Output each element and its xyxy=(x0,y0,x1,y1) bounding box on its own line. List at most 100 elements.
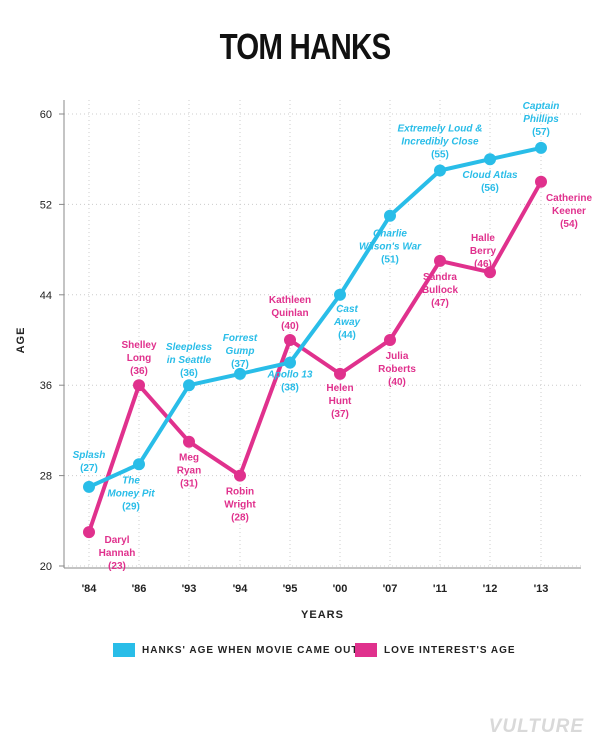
hanks-point-6 xyxy=(384,209,396,222)
love-point-1 xyxy=(133,379,145,392)
hanks-data-label-4-line-1: (38) xyxy=(281,383,299,394)
hanks-point-7 xyxy=(434,164,446,177)
love-data-label-1-line-0: Shelley xyxy=(121,340,156,351)
hanks-data-label-6-line-2: (51) xyxy=(381,255,399,266)
love-data-label-8-line-2: (46) xyxy=(474,259,492,270)
legend-label-love: LOVE INTEREST'S AGE xyxy=(384,644,516,656)
love-data-label-1: Shelley Long (36) xyxy=(121,340,156,377)
love-point-3 xyxy=(234,469,246,482)
chart-title: TOM HANKS xyxy=(219,26,392,67)
hanks-data-label-3-line-1: Gump xyxy=(226,346,255,357)
hanks-data-label-9-line-0: Captain xyxy=(523,101,560,112)
hanks-point-9 xyxy=(535,141,547,154)
love-data-label-9-line-1: Keener xyxy=(552,206,586,217)
legend-swatch-love xyxy=(355,643,377,657)
love-data-label-7-line-1: Bullock xyxy=(422,285,459,296)
love-data-label-0-line-2: (23) xyxy=(108,561,126,572)
love-data-label-2-line-2: (31) xyxy=(180,479,198,490)
hanks-data-label-8: Cloud Atlas (56) xyxy=(462,170,518,194)
hanks-data-label-2-line-2: (36) xyxy=(180,368,198,379)
x-tick-label-1: '86 xyxy=(132,583,147,595)
hanks-data-label-9: Captain Phillips (57) xyxy=(523,101,560,138)
love-point-2 xyxy=(183,435,195,448)
hanks-data-label-1-line-0: The xyxy=(122,475,140,486)
love-data-label-0-line-1: Hannah xyxy=(99,548,136,559)
love-data-label-9-line-2: (54) xyxy=(560,219,578,230)
hanks-point-8 xyxy=(484,153,496,166)
hanks-series-line xyxy=(88,145,542,489)
x-tick-label-3: '94 xyxy=(233,583,249,595)
love-point-6 xyxy=(384,334,396,346)
hanks-data-label-0-line-0: Splash xyxy=(73,450,106,461)
love-data-label-5-line-0: Helen xyxy=(326,383,353,394)
love-data-label-6: Julia Roberts (40) xyxy=(378,351,416,388)
love-data-label-4-line-0: Kathleen xyxy=(269,295,311,306)
love-data-label-7: Sandra Bullock (47) xyxy=(422,272,459,309)
love-point-9 xyxy=(535,175,547,188)
hanks-data-label-9-line-2: (57) xyxy=(532,127,550,138)
love-data-label-7-line-2: (47) xyxy=(431,298,449,309)
love-data-label-9: Catherine Keener (54) xyxy=(546,193,593,230)
love-data-label-5-line-2: (37) xyxy=(331,409,349,420)
x-tick-label-5: '00 xyxy=(333,583,348,595)
x-tick-label-4: '95 xyxy=(283,583,298,595)
love-data-label-2-line-1: Ryan xyxy=(177,466,201,477)
y-tick-label-5: 60 xyxy=(40,109,52,121)
y-tick-label-4: 52 xyxy=(40,199,52,211)
hanks-point-2 xyxy=(183,379,195,392)
love-point-7 xyxy=(434,254,446,267)
hanks-data-label-5: Cast Away (44) xyxy=(333,304,361,341)
love-data-label-9-line-0: Catherine xyxy=(546,193,593,204)
love-series-line xyxy=(87,180,543,533)
love-data-label-6-line-0: Julia xyxy=(386,351,409,362)
hanks-data-label-0: Splash (27) xyxy=(73,450,106,474)
love-data-label-3-line-0: Robin xyxy=(226,487,254,498)
hanks-data-label-5-line-1: Away xyxy=(333,317,361,328)
love-data-label-1-line-2: (36) xyxy=(130,366,148,377)
hanks-data-label-2-line-0: Sleepless xyxy=(166,342,213,353)
love-data-label-3-line-2: (28) xyxy=(231,513,249,524)
love-data-label-8-line-0: Halle xyxy=(471,233,495,244)
hanks-data-label-1: The Money Pit (29) xyxy=(107,475,155,512)
y-tick-label-1: 28 xyxy=(40,471,52,483)
y-tick-label-3: 44 xyxy=(40,290,52,302)
hanks-data-label-0-line-1: (27) xyxy=(80,463,98,474)
legend-swatch-hanks xyxy=(113,643,135,657)
hanks-point-5 xyxy=(334,288,346,301)
love-data-label-0: Daryl Hannah (23) xyxy=(99,535,136,572)
y-tick-label-2: 36 xyxy=(40,380,52,392)
love-data-label-0-line-0: Daryl xyxy=(104,535,129,546)
hanks-data-label-8-line-0: Cloud Atlas xyxy=(462,170,518,181)
love-data-label-7-line-0: Sandra xyxy=(423,272,457,283)
hanks-data-label-7-line-0: Extremely Loud & xyxy=(397,124,482,135)
hanks-data-label-2-line-1: in Seattle xyxy=(167,355,212,366)
hanks-point-3 xyxy=(234,367,246,380)
legend-item-hanks: HANKS' AGE WHEN MOVIE CAME OUT xyxy=(113,643,358,657)
legend-label-hanks: HANKS' AGE WHEN MOVIE CAME OUT xyxy=(142,644,359,656)
love-data-label-4: Kathleen Quinlan (40) xyxy=(269,295,311,332)
x-tick-label-6: '07 xyxy=(383,583,398,595)
love-data-label-6-line-2: (40) xyxy=(388,377,406,388)
x-tick-label-0: '84 xyxy=(82,583,98,595)
hanks-data-label-4-line-0: Apollo 13 xyxy=(266,370,312,381)
x-tick-label-8: '12 xyxy=(483,583,498,595)
love-data-label-5-line-1: Hunt xyxy=(329,396,352,407)
love-data-label-3-line-1: Wright xyxy=(224,500,256,511)
love-data-label-4-line-1: Quinlan xyxy=(271,308,308,319)
hanks-data-label-3: Forrest Gump (37) xyxy=(223,333,258,370)
hanks-data-label-7: Extremely Loud & Incredibly Close (55) xyxy=(397,124,482,161)
hanks-data-label-6: Charlie Wilson's War (51) xyxy=(359,229,422,266)
x-axis-label: YEARS xyxy=(301,609,344,621)
hanks-data-label-1-line-1: Money Pit xyxy=(107,488,155,499)
love-point-0 xyxy=(83,526,95,539)
hanks-data-label-7-line-2: (55) xyxy=(431,150,449,161)
hanks-data-label-8-line-1: (56) xyxy=(481,183,499,194)
hanks-data-label-3-line-2: (37) xyxy=(231,359,249,370)
y-tick-label-0: 20 xyxy=(40,561,52,573)
hanks-data-label-3-line-0: Forrest xyxy=(223,333,258,344)
love-point-5 xyxy=(334,367,346,380)
legend-item-love: LOVE INTEREST'S AGE xyxy=(355,643,516,657)
hanks-data-label-1-line-2: (29) xyxy=(122,501,140,512)
hanks-data-label-6-line-1: Wilson's War xyxy=(359,242,422,253)
love-data-label-3: Robin Wright (28) xyxy=(224,487,256,524)
